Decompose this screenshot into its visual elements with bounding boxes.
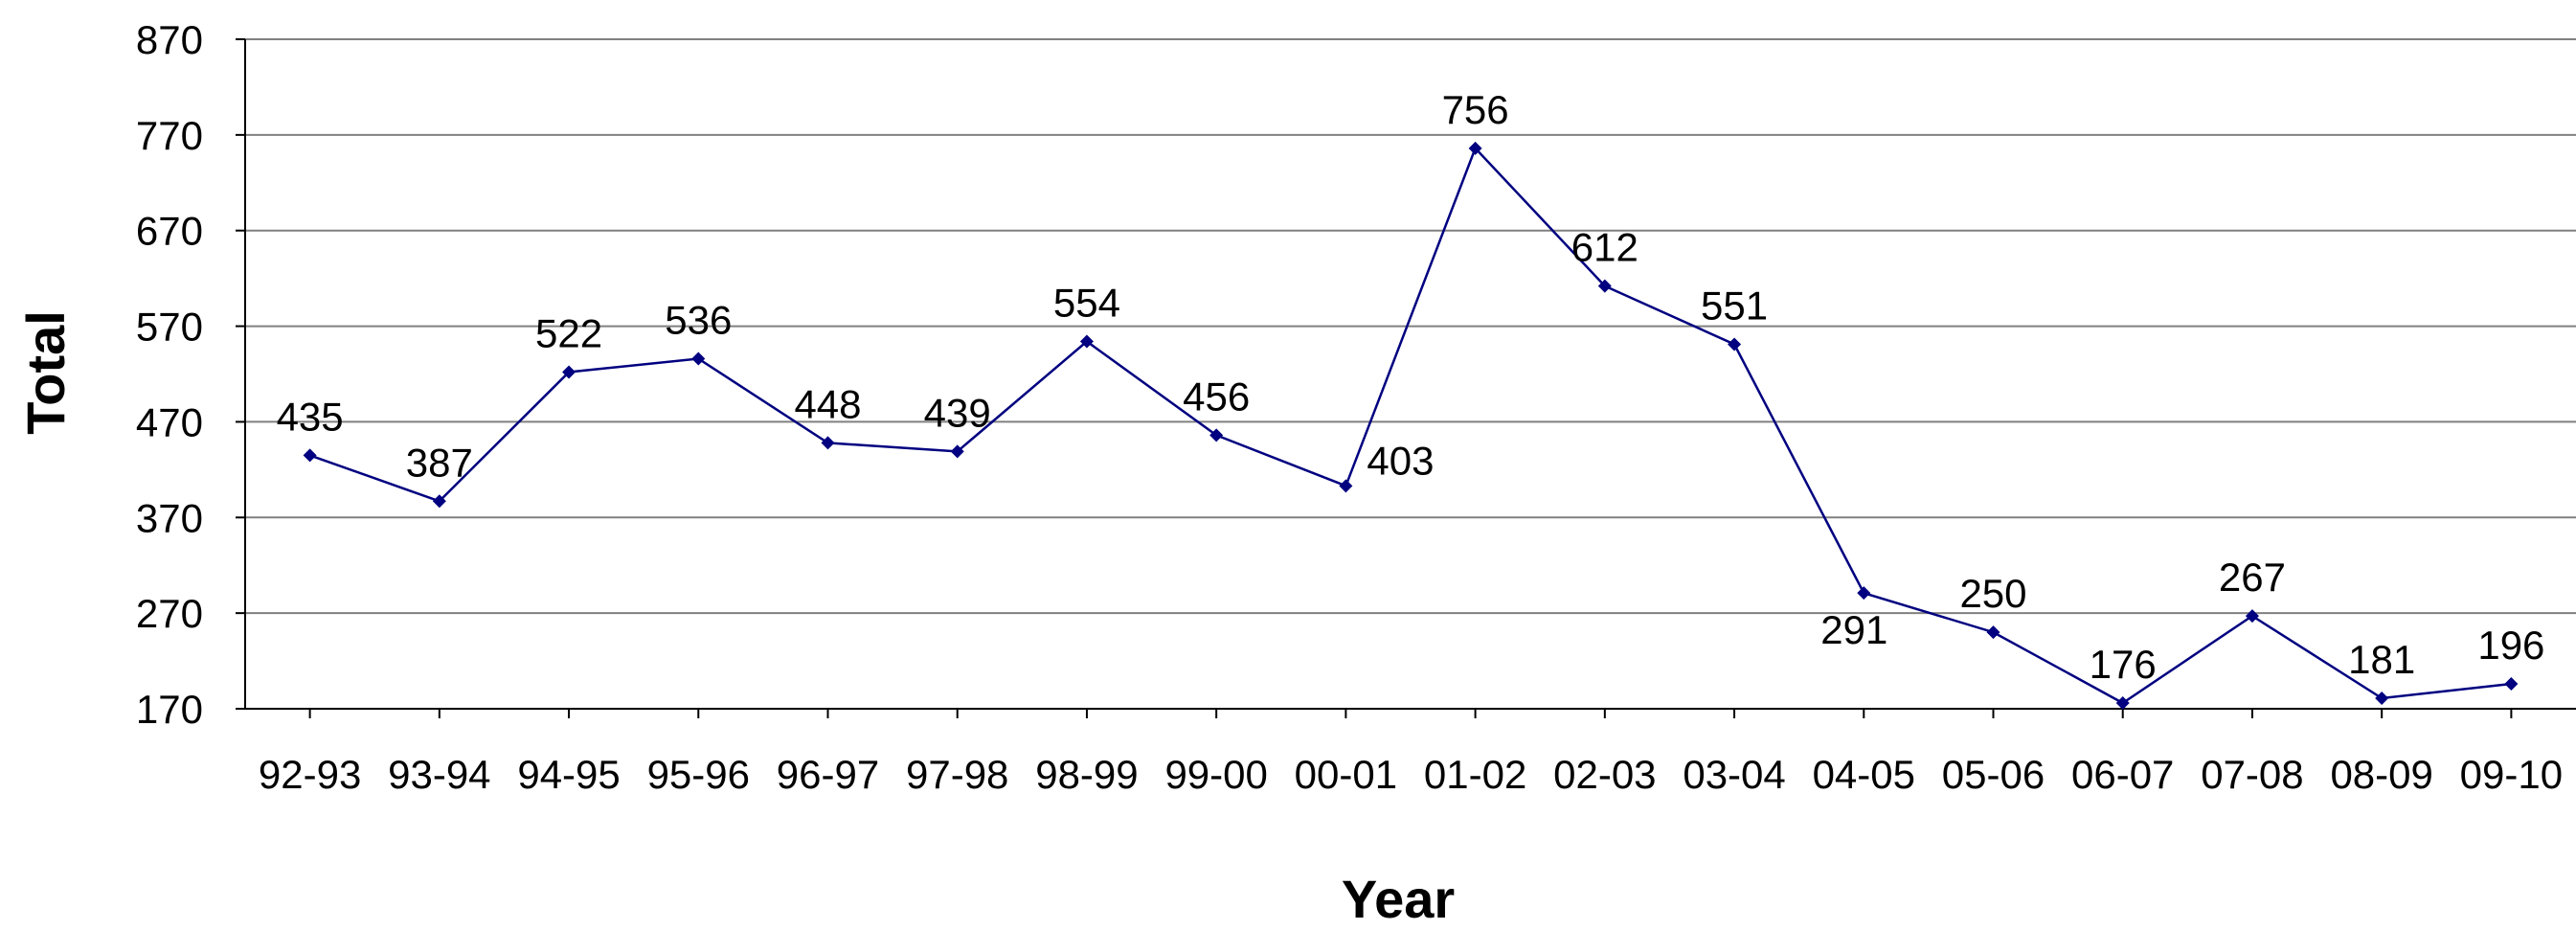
data-point	[303, 448, 317, 463]
x-tick-label: 03-04	[1683, 752, 1785, 797]
y-tick-label: 870	[136, 17, 203, 62]
data-label: 250	[1959, 571, 2026, 616]
data-label: 448	[794, 381, 861, 426]
x-tick-label: 07-08	[2201, 752, 2303, 797]
y-axis-ticks: 170 270 370 470 570 670 770 870	[136, 17, 245, 732]
data-label: 403	[1367, 438, 1434, 483]
data-label: 551	[1701, 284, 1768, 329]
y-axis-title: Total	[15, 310, 76, 435]
x-tick-label: 06-07	[2071, 752, 2174, 797]
data-label: 554	[1053, 281, 1120, 326]
data-label: 756	[1442, 87, 1509, 132]
data-point	[1339, 479, 1353, 493]
x-tick-label: 98-99	[1035, 752, 1138, 797]
data-point	[691, 352, 706, 366]
data-point	[562, 365, 576, 379]
data-label: 522	[535, 311, 602, 356]
x-tick-label: 09-10	[2460, 752, 2563, 797]
x-tick-label: 00-01	[1295, 752, 1397, 797]
data-label: 181	[2348, 637, 2415, 682]
y-tick-label: 570	[136, 305, 203, 350]
y-tick-label: 270	[136, 591, 203, 636]
x-tick-label: 93-94	[388, 752, 490, 797]
data-label: 612	[1571, 225, 1638, 270]
x-tick-label: 99-00	[1164, 752, 1267, 797]
x-tick-label: 96-97	[777, 752, 879, 797]
y-tick-label: 670	[136, 209, 203, 254]
data-point	[2375, 692, 2389, 706]
data-point	[2504, 677, 2519, 692]
y-tick-label: 770	[136, 113, 203, 158]
data-label: 387	[406, 440, 473, 485]
data-point	[1079, 334, 1094, 349]
data-label: 291	[1820, 607, 1887, 652]
data-label: 435	[277, 394, 344, 439]
data-point	[1468, 141, 1482, 155]
x-tick-label: 95-96	[647, 752, 750, 797]
data-label: 196	[2477, 623, 2544, 668]
x-tick-label: 05-06	[1942, 752, 2045, 797]
x-tick-label: 01-02	[1424, 752, 1526, 797]
x-tick-label: 04-05	[1813, 752, 1915, 797]
x-tick-label: 94-95	[517, 752, 620, 797]
series-line	[309, 146, 2512, 705]
data-point	[821, 436, 835, 450]
data-label: 456	[1183, 374, 1250, 419]
data-label: 176	[2090, 642, 2157, 687]
data-point	[950, 444, 964, 459]
data-points	[303, 141, 2519, 711]
data-point	[1857, 586, 1871, 601]
y-tick-label: 370	[136, 495, 203, 540]
data-point	[1597, 279, 1612, 293]
y-tick-label: 470	[136, 399, 203, 444]
data-labels: 435 387 522 536 448 439 554 456 403 756 612 551 291 2…	[277, 87, 2545, 687]
data-point	[432, 494, 446, 509]
y-tick-label: 170	[136, 687, 203, 732]
gridlines	[245, 38, 2576, 615]
data-point	[1728, 337, 1742, 352]
x-tick-label: 97-98	[906, 752, 1008, 797]
data-point	[2115, 696, 2130, 711]
data-label: 267	[2219, 555, 2286, 600]
data-label: 439	[924, 390, 991, 435]
x-tick-label: 08-09	[2330, 752, 2432, 797]
data-point	[1986, 625, 2000, 640]
data-point	[1209, 428, 1224, 442]
data-point	[2245, 609, 2259, 624]
data-label: 536	[665, 298, 732, 343]
x-tick-label: 02-03	[1553, 752, 1656, 797]
x-axis-ticks: 92-93 93-94 94-95 95-96 96-97 97-98 98-99 99-00…	[259, 709, 2563, 797]
x-axis-title: Year	[1342, 869, 1455, 929]
x-tick-label: 92-93	[259, 752, 361, 797]
